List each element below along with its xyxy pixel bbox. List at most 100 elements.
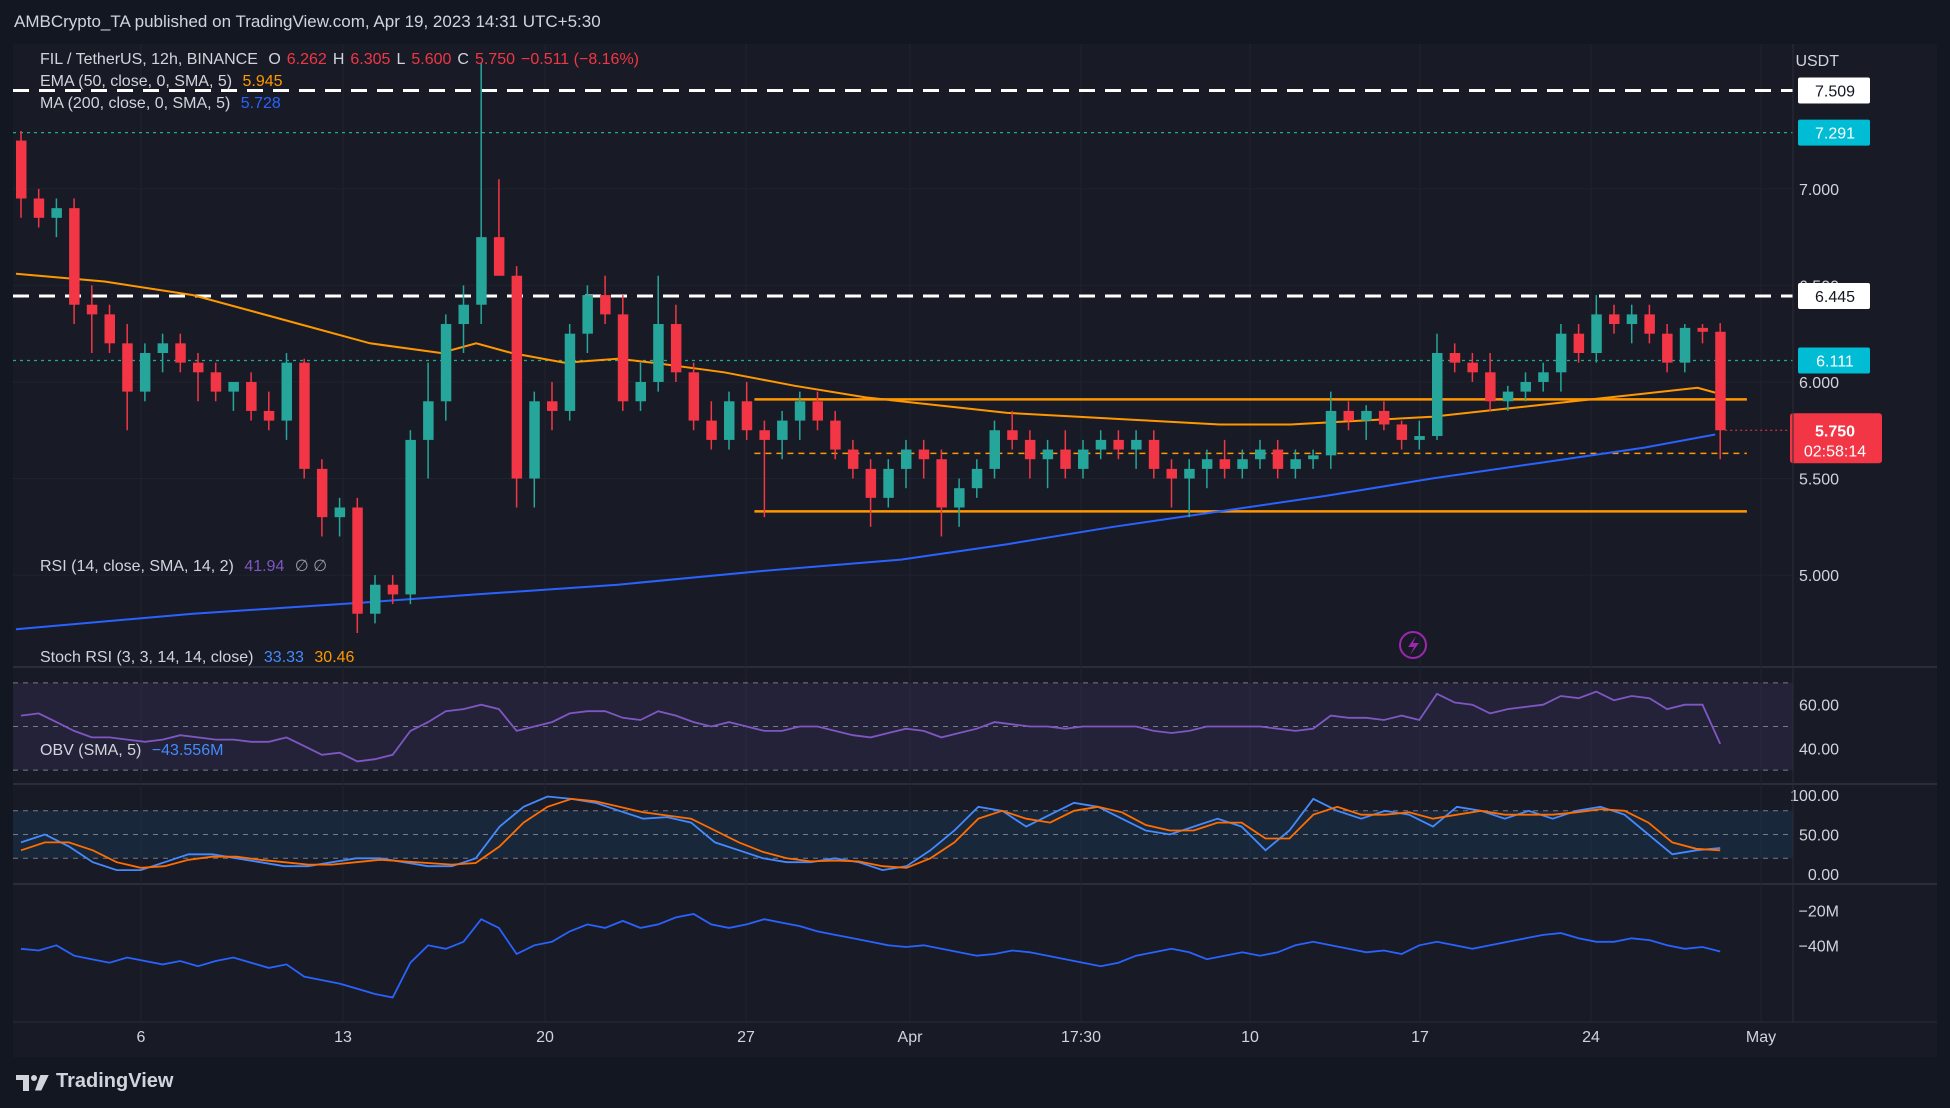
lightning-circle (1399, 631, 1427, 659)
candle-body (918, 449, 930, 460)
candle-body (1308, 455, 1319, 460)
candle-body (104, 314, 115, 344)
candle-body (1396, 424, 1408, 440)
candle-body (1361, 410, 1372, 421)
time-tick-label: 20 (536, 1029, 554, 1046)
candle-body (1095, 439, 1107, 450)
candle-body (1024, 439, 1036, 460)
candle-body (1626, 314, 1638, 325)
time-tick-label: 24 (1582, 1029, 1600, 1046)
level-price-label-bg (1798, 283, 1870, 310)
level-price-label: 7.291 (1815, 126, 1855, 143)
obv-legend[interactable]: OBV (SMA, 5) −43.556M (40, 742, 229, 760)
candle-body (954, 488, 965, 508)
candle-body (316, 468, 328, 518)
level-price-label: 6.111 (1816, 354, 1854, 371)
rsi-tick-label: 60.00 (1799, 698, 1839, 715)
candle-body (1573, 333, 1585, 353)
candle-body (1538, 372, 1549, 382)
time-tick-label: May (1746, 1029, 1776, 1046)
candle-body (901, 449, 912, 469)
candle-body (1078, 449, 1089, 469)
rsi-value: 41.94 (244, 558, 285, 575)
candle-body (1485, 372, 1496, 402)
currency-label: USDT (1795, 53, 1839, 70)
chart-frame[interactable]: 7.0006.5006.0005.5005.000USDT7.5097.2916… (13, 44, 1937, 1057)
candle-body (1715, 331, 1726, 431)
main-legend: FIL / TetherUS, 12h, BINANCE O 6.262 H 6.30… (40, 51, 651, 69)
footer: TradingView (0, 1057, 1950, 1108)
rsi-legend[interactable]: RSI (14, close, SMA, 14, 2) 41.94 ∅ ∅ (40, 556, 333, 576)
candle-body (1502, 391, 1514, 402)
obv-value: −43.556M (151, 742, 224, 759)
candle-body (582, 295, 593, 334)
candle-body (157, 343, 169, 353)
candle-body (1555, 333, 1567, 373)
ma-legend[interactable]: MA (200, close, 0, SMA, 5) 5.728 (40, 95, 287, 113)
time-tick-label: Apr (898, 1029, 924, 1046)
candle-body (1042, 449, 1054, 460)
candle-body (777, 420, 788, 440)
candle-body (51, 208, 62, 218)
price-tick-label: 7.000 (1799, 182, 1839, 199)
stoch-d-line (20, 797, 1721, 869)
candle-body (847, 449, 859, 469)
stoch-tick-label: 0.00 (1808, 867, 1839, 884)
candle-body (971, 468, 983, 489)
lightning-icon[interactable] (1399, 631, 1427, 659)
candle-body (493, 237, 505, 276)
ma-label: MA (200, close, 0, SMA, 5) (40, 95, 231, 112)
candle-body (193, 362, 204, 373)
candle-body (1131, 439, 1142, 450)
obv-tick-label: −40M (1799, 938, 1839, 955)
candle-body (1378, 410, 1390, 425)
level-price-label-bg (1798, 77, 1870, 104)
ma-value: 5.728 (240, 95, 281, 112)
rsi-extra: ∅ ∅ (294, 558, 328, 575)
candle-body (387, 584, 399, 595)
tradingview-logo[interactable]: TradingView (16, 1070, 173, 1093)
level-price-label-bg (1798, 119, 1870, 146)
candle-body (547, 401, 558, 411)
candle-body (69, 208, 80, 305)
candle-body (1219, 459, 1231, 469)
obv-label: OBV (SMA, 5) (40, 742, 142, 759)
ema-label: EMA (50, close, 0, SMA, 5) (40, 73, 233, 90)
price-tick-label: 5.000 (1799, 568, 1839, 585)
symbol-label[interactable]: FIL / TetherUS, 12h, BINANCE (40, 51, 258, 68)
level-price-label: 7.509 (1815, 84, 1855, 101)
candle-body (139, 353, 151, 392)
ema-legend[interactable]: EMA (50, close, 0, SMA, 5) 5.945 (40, 73, 289, 91)
candle-body (1432, 353, 1443, 437)
time-tick-label: 13 (334, 1029, 352, 1046)
stoch-k-line (20, 795, 1721, 872)
countdown-label: 02:58:14 (1804, 443, 1866, 460)
candle-body (688, 372, 700, 421)
candle-body (1697, 327, 1708, 332)
ema50-line (15, 272, 1716, 426)
candle-body (706, 420, 717, 440)
candle-body (352, 507, 363, 614)
candle-body (1272, 449, 1284, 469)
stoch-tick-label: 50.00 (1799, 828, 1839, 845)
candle-body (670, 324, 682, 373)
candle-body (989, 430, 1000, 469)
obv-line (20, 913, 1721, 999)
candle-body (440, 324, 452, 402)
ma200-line (15, 433, 1716, 631)
time-tick-label: 10 (1241, 1029, 1259, 1046)
stoch-k-value: 33.33 (263, 649, 304, 666)
candle-body (281, 362, 292, 421)
candle-body (1184, 468, 1195, 479)
time-tick-label: 17 (1411, 1029, 1429, 1046)
lightning-bolt (1408, 636, 1419, 655)
stoch-legend[interactable]: Stoch RSI (3, 3, 14, 14, close) 33.33 30… (40, 649, 360, 667)
candle-body (1467, 362, 1478, 373)
time-tick-label: 6 (137, 1029, 146, 1046)
candle-body (529, 401, 540, 479)
price-chart[interactable]: 7.0006.5006.0005.5005.000USDT7.5097.2916… (13, 44, 1937, 1057)
candle-body (299, 362, 310, 469)
time-tick-label: 17:30 (1061, 1029, 1101, 1046)
level-price-label: 6.445 (1815, 289, 1855, 306)
candle-body (423, 401, 434, 440)
